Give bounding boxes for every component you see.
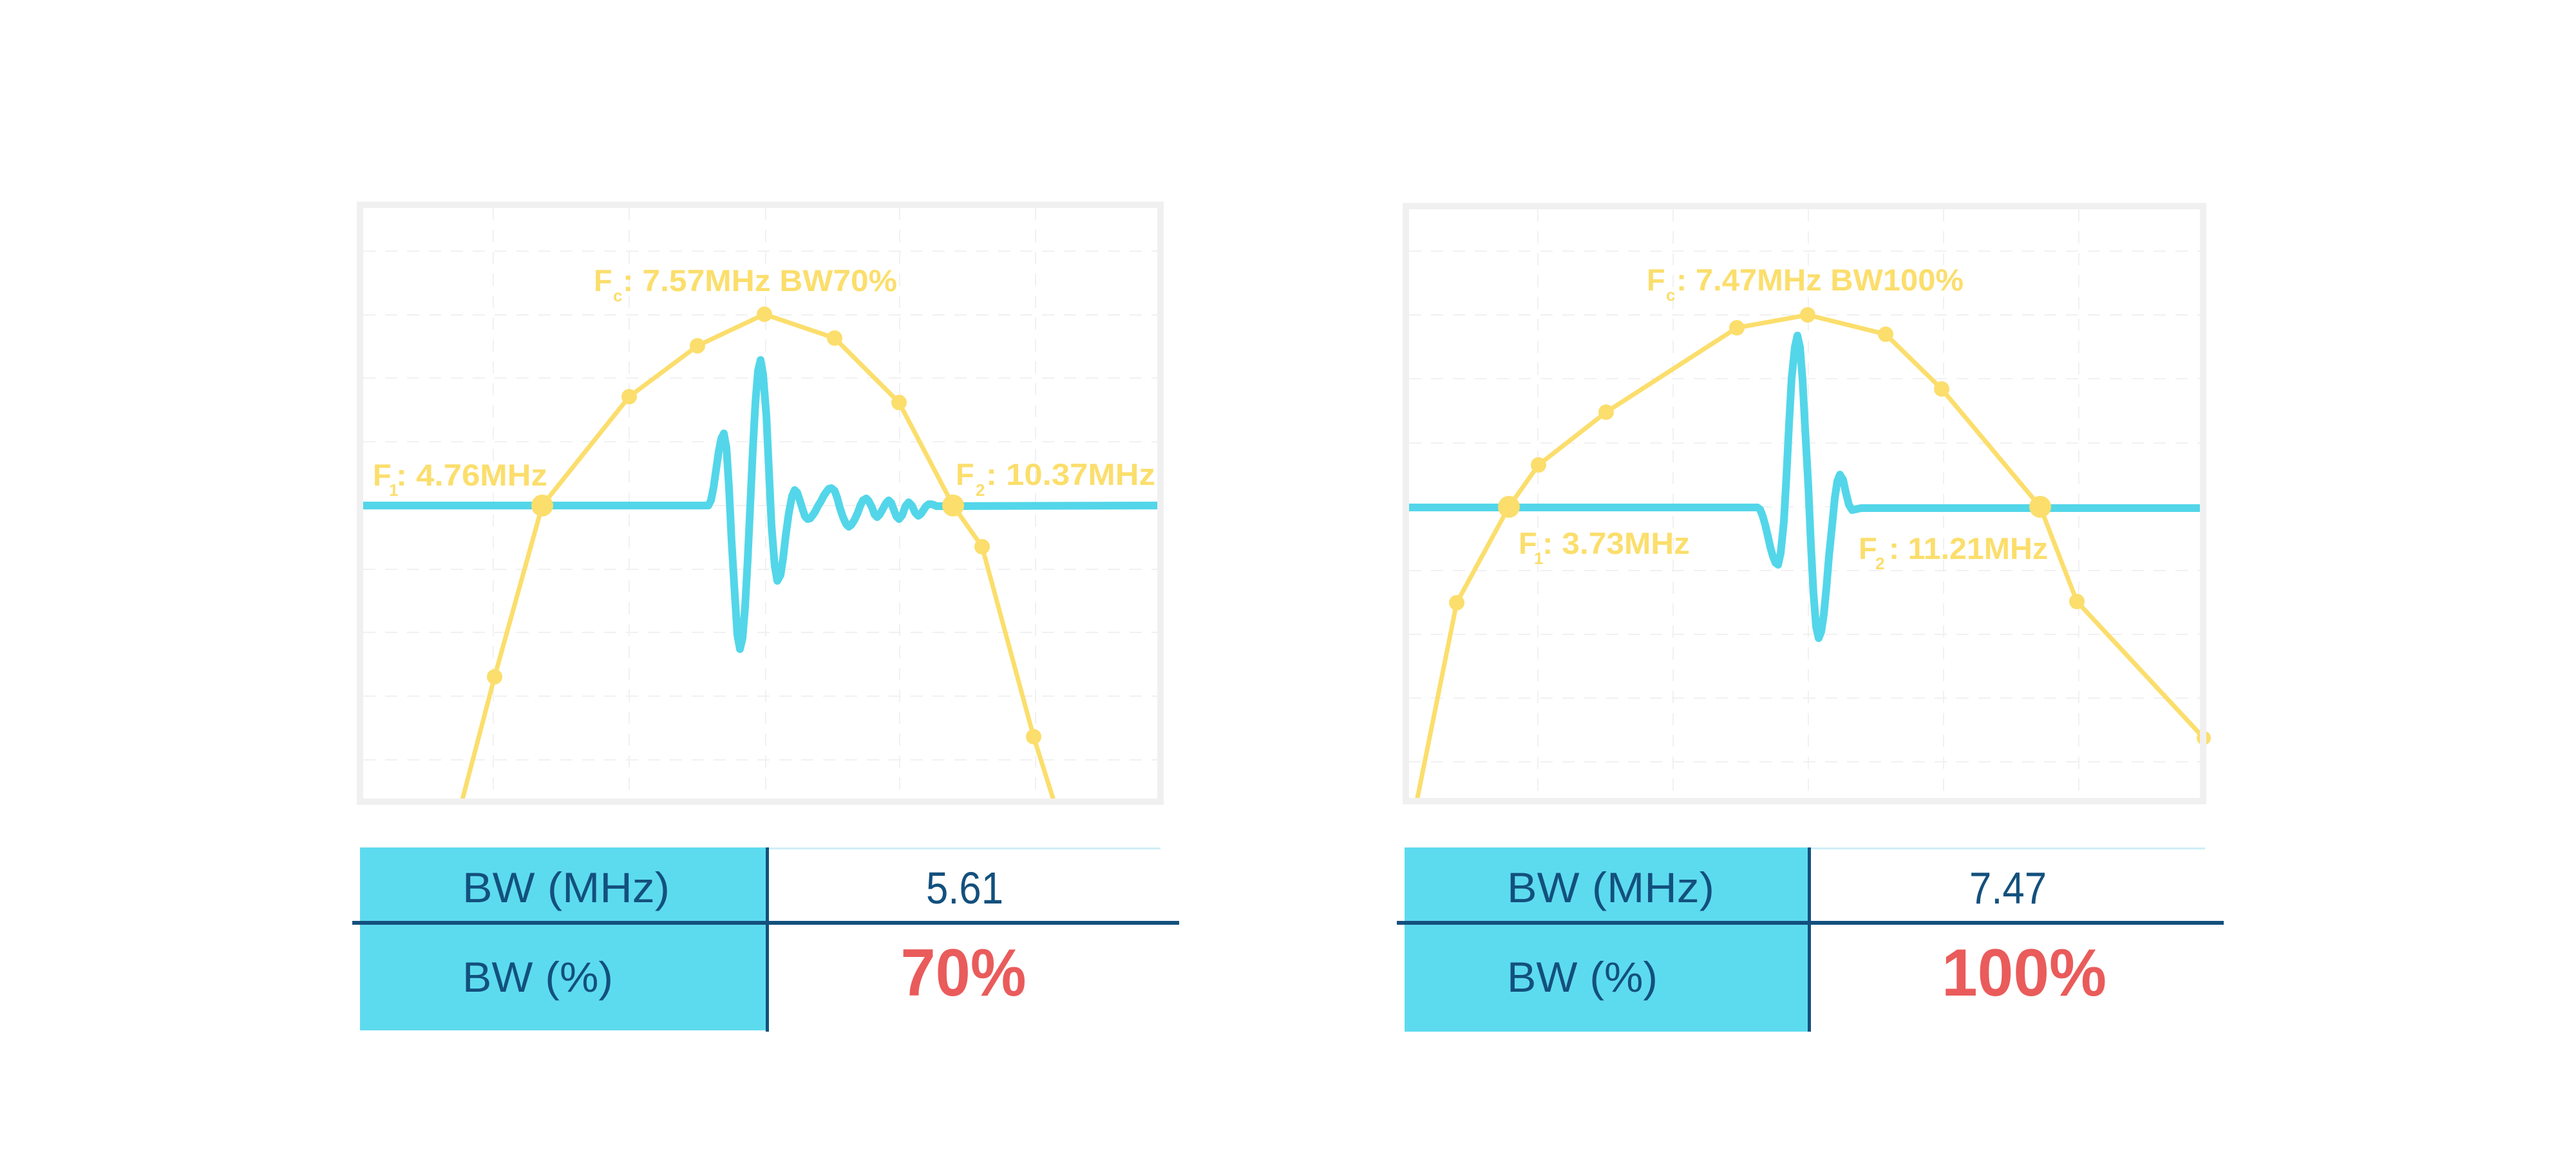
svg-text:70%: 70%: [901, 936, 1027, 1010]
svg-text:F: F: [1647, 263, 1665, 297]
svg-text:: 4.76MHz: : 4.76MHz: [396, 458, 547, 492]
svg-text:BW (MHz): BW (MHz): [462, 864, 670, 911]
svg-text:: 3.73MHz: : 3.73MHz: [1542, 526, 1690, 560]
svg-text:: 7.47MHz BW100%: : 7.47MHz BW100%: [1676, 263, 1964, 297]
svg-text:F: F: [1519, 526, 1537, 560]
svg-text:5.61: 5.61: [926, 863, 1003, 913]
svg-text:: 10.37MHz: : 10.37MHz: [986, 457, 1155, 491]
svg-text:BW (%): BW (%): [1507, 953, 1658, 1001]
svg-text:F: F: [373, 458, 392, 492]
svg-text:2: 2: [1875, 554, 1884, 573]
svg-text:F: F: [1859, 531, 1877, 565]
svg-text:BW (MHz): BW (MHz): [1507, 864, 1714, 911]
svg-text:: 7.57MHz BW70%: : 7.57MHz BW70%: [623, 263, 897, 298]
svg-text:2: 2: [976, 480, 985, 500]
svg-text:F: F: [594, 263, 612, 298]
svg-text:c: c: [613, 286, 622, 305]
svg-text:F: F: [956, 457, 974, 491]
svg-text:1: 1: [1534, 549, 1543, 568]
svg-text:1: 1: [389, 480, 398, 500]
svg-text:BW (%): BW (%): [462, 953, 613, 1001]
svg-text:: 11.21MHz: : 11.21MHz: [1889, 531, 2048, 565]
svg-text:100%: 100%: [1942, 936, 2107, 1010]
svg-text:7.47: 7.47: [1969, 863, 2047, 913]
svg-text:c: c: [1666, 285, 1675, 305]
